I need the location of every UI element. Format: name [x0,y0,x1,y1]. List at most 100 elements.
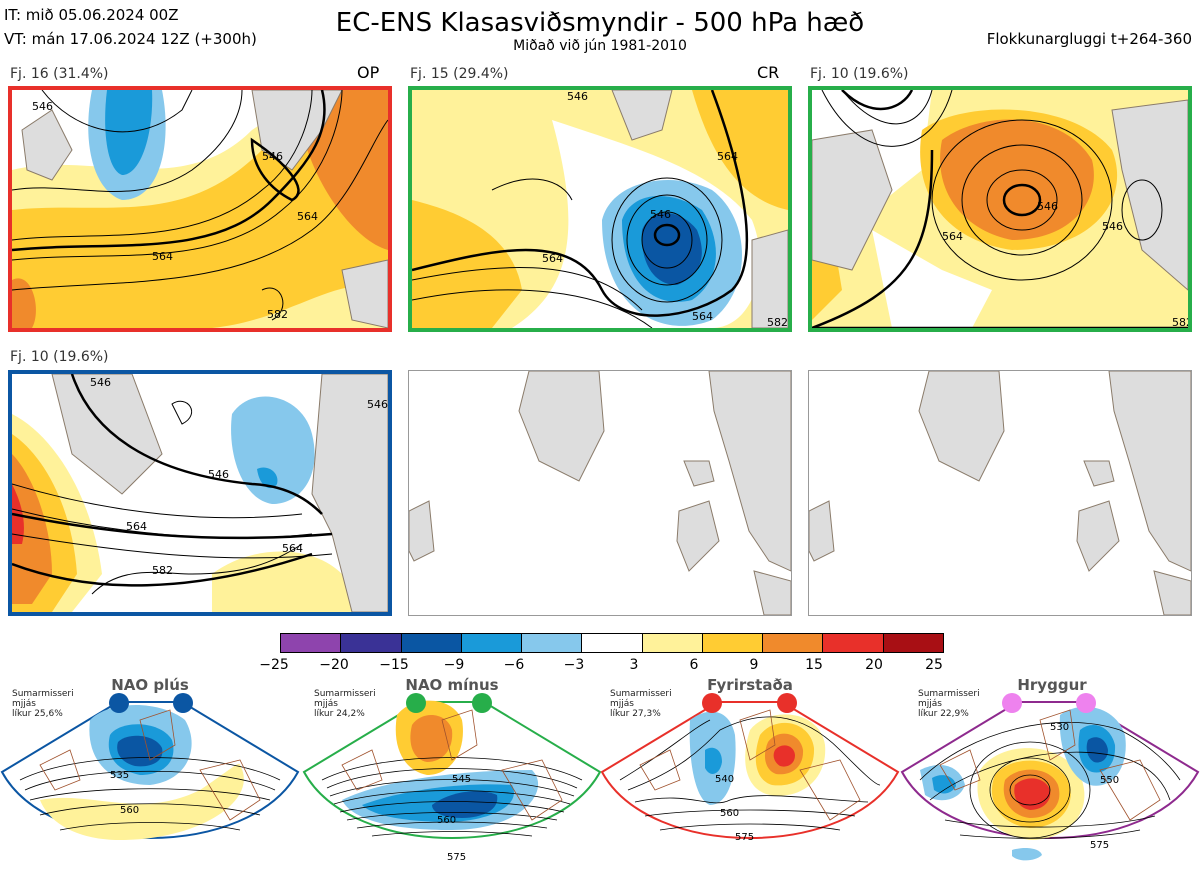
classification-window: Flokkunargluggi t+264-360 [986,30,1192,48]
colorbar-swatch [400,634,461,652]
panel-1-tag: OP [357,63,380,82]
colorbar-tick: −15 [379,657,409,673]
regime-3-dot-right [777,693,797,713]
contour-label: 546 [367,398,388,411]
regime-1-contour: 560 [120,805,139,816]
colorbar [280,633,944,653]
regime-4-dot-left [1002,693,1022,713]
regime-3-season: Sumarmisseri [610,689,672,699]
regime-2-contour: 545 [452,774,471,785]
regime-4-smoothing: mjjás [918,699,942,709]
page-subtitle: Miðað við jún 1981-2010 [513,38,687,54]
regime-4-map: 530 550 575 [900,701,1200,861]
contour-label: 564 [152,250,173,263]
colorbar-swatch [340,634,401,652]
regime-1-season: Sumarmisseri [12,689,74,699]
colorbar-tick: 20 [865,657,883,673]
panel-3-label: Fj. 10 (19.6%) [810,66,909,82]
colorbar-swatch [882,634,943,652]
colorbar-tick: 3 [629,657,639,673]
regime-4-season: Sumarmisseri [918,689,980,699]
cluster-map-3: 564 546 546 582 [808,86,1192,332]
colorbar-tick: −25 [259,657,289,673]
colorbar-swatch [762,634,823,652]
regime-2-dot-left [406,693,426,713]
regime-2-dot-right [472,693,492,713]
page-title: EC-ENS Klasasviðsmyndir - 500 hPa hæð [335,8,865,38]
regime-2-contour: 560 [437,815,456,826]
colorbar-tick: −9 [443,657,465,673]
initial-time: IT: mið 05.06.2024 00Z [4,6,179,24]
regime-3-dot-left [702,693,722,713]
colorbar-swatch [281,634,341,652]
colorbar-swatch [460,634,522,652]
colorbar-swatch [521,634,582,652]
regime-2-map: 545 560 575 [302,700,602,863]
regime-4-contour: 550 [1100,775,1119,786]
regime-1-likelihood: líkur 25,6% [12,709,63,719]
contour-label: 546 [1037,200,1058,213]
colorbar-swatch [822,634,883,652]
contour-label: 582 [767,316,788,328]
regime-3-contour: 540 [715,774,734,785]
regime-1-map: 535 560 [0,701,300,840]
cluster-map-2: 546 546 564 564 564 582 [408,86,792,332]
cluster-map-4: 546 546 564 564 582 546 [8,370,392,616]
regime-1-smoothing: mjjás [12,699,36,709]
regime-2-likelihood: líkur 24,2% [314,709,365,719]
colorbar-tick: 15 [805,657,823,673]
regime-3-likelihood: líkur 27,3% [610,709,661,719]
colorbar-tick: 6 [689,657,699,673]
panel-4-label: Fj. 10 (19.6%) [10,349,109,365]
regime-4-likelihood: líkur 22,9% [918,709,969,719]
regime-4-contour: 575 [1090,840,1109,851]
colorbar-tick: 9 [749,657,759,673]
contour-label: 582 [1172,316,1188,328]
regime-3-smoothing: mjjás [610,699,634,709]
contour-label: 546 [262,150,283,163]
regime-1-dot-left [109,693,129,713]
regime-3-contour: 560 [720,808,739,819]
valid-time: VT: mán 17.06.2024 12Z (+300h) [4,30,257,48]
regime-2-title: NAO mínus [405,676,499,694]
contour-label: 582 [267,308,288,321]
contour-label: 546 [1102,220,1123,233]
panel-2-tag: CR [757,63,780,82]
colorbar-tick: −3 [563,657,585,673]
regime-3-contour: 575 [735,832,754,843]
contour-label: 564 [126,520,147,533]
regime-1-title: NAO plús [111,676,189,694]
regime-1-dot-right [173,693,193,713]
contour-label: 582 [152,564,173,577]
colorbar-tick: −20 [319,657,349,673]
contour-label: 546 [32,100,53,113]
contour-label: 564 [717,150,738,163]
colorbar-swatch [641,634,702,652]
regime-2-season: Sumarmisseri [314,689,376,699]
colorbar-tick: −6 [503,657,525,673]
empty-map-5 [408,370,792,616]
regime-4-contour: 530 [1050,722,1069,733]
colorbar-tick: 25 [925,657,943,673]
colorbar-swatch [581,634,642,652]
regime-2-contour: 575 [447,852,466,863]
regime-1-contour: 535 [110,770,129,781]
contour-label: 564 [942,230,963,243]
contour-label: 564 [297,210,318,223]
empty-map-6 [808,370,1192,616]
regime-4-title: Hryggur [1017,676,1087,694]
contour-label: 546 [567,90,588,103]
cluster-map-1: 546 546 564 564 582 [8,86,392,332]
contour-label: 564 [692,310,713,323]
regime-4-dot-right [1076,693,1096,713]
contour-label: 564 [282,542,303,555]
regime-3-title: Fyrirstaða [707,676,793,694]
contour-label: 546 [208,468,229,481]
regime-3-map: 540 560 575 [600,701,900,843]
panel-1-label: Fj. 16 (31.4%) [10,66,109,82]
contour-label: 546 [90,376,111,389]
colorbar-swatch [701,634,763,652]
regime-2-smoothing: mjjás [314,699,338,709]
panel-2-label: Fj. 15 (29.4%) [410,66,509,82]
contour-label: 564 [542,252,563,265]
